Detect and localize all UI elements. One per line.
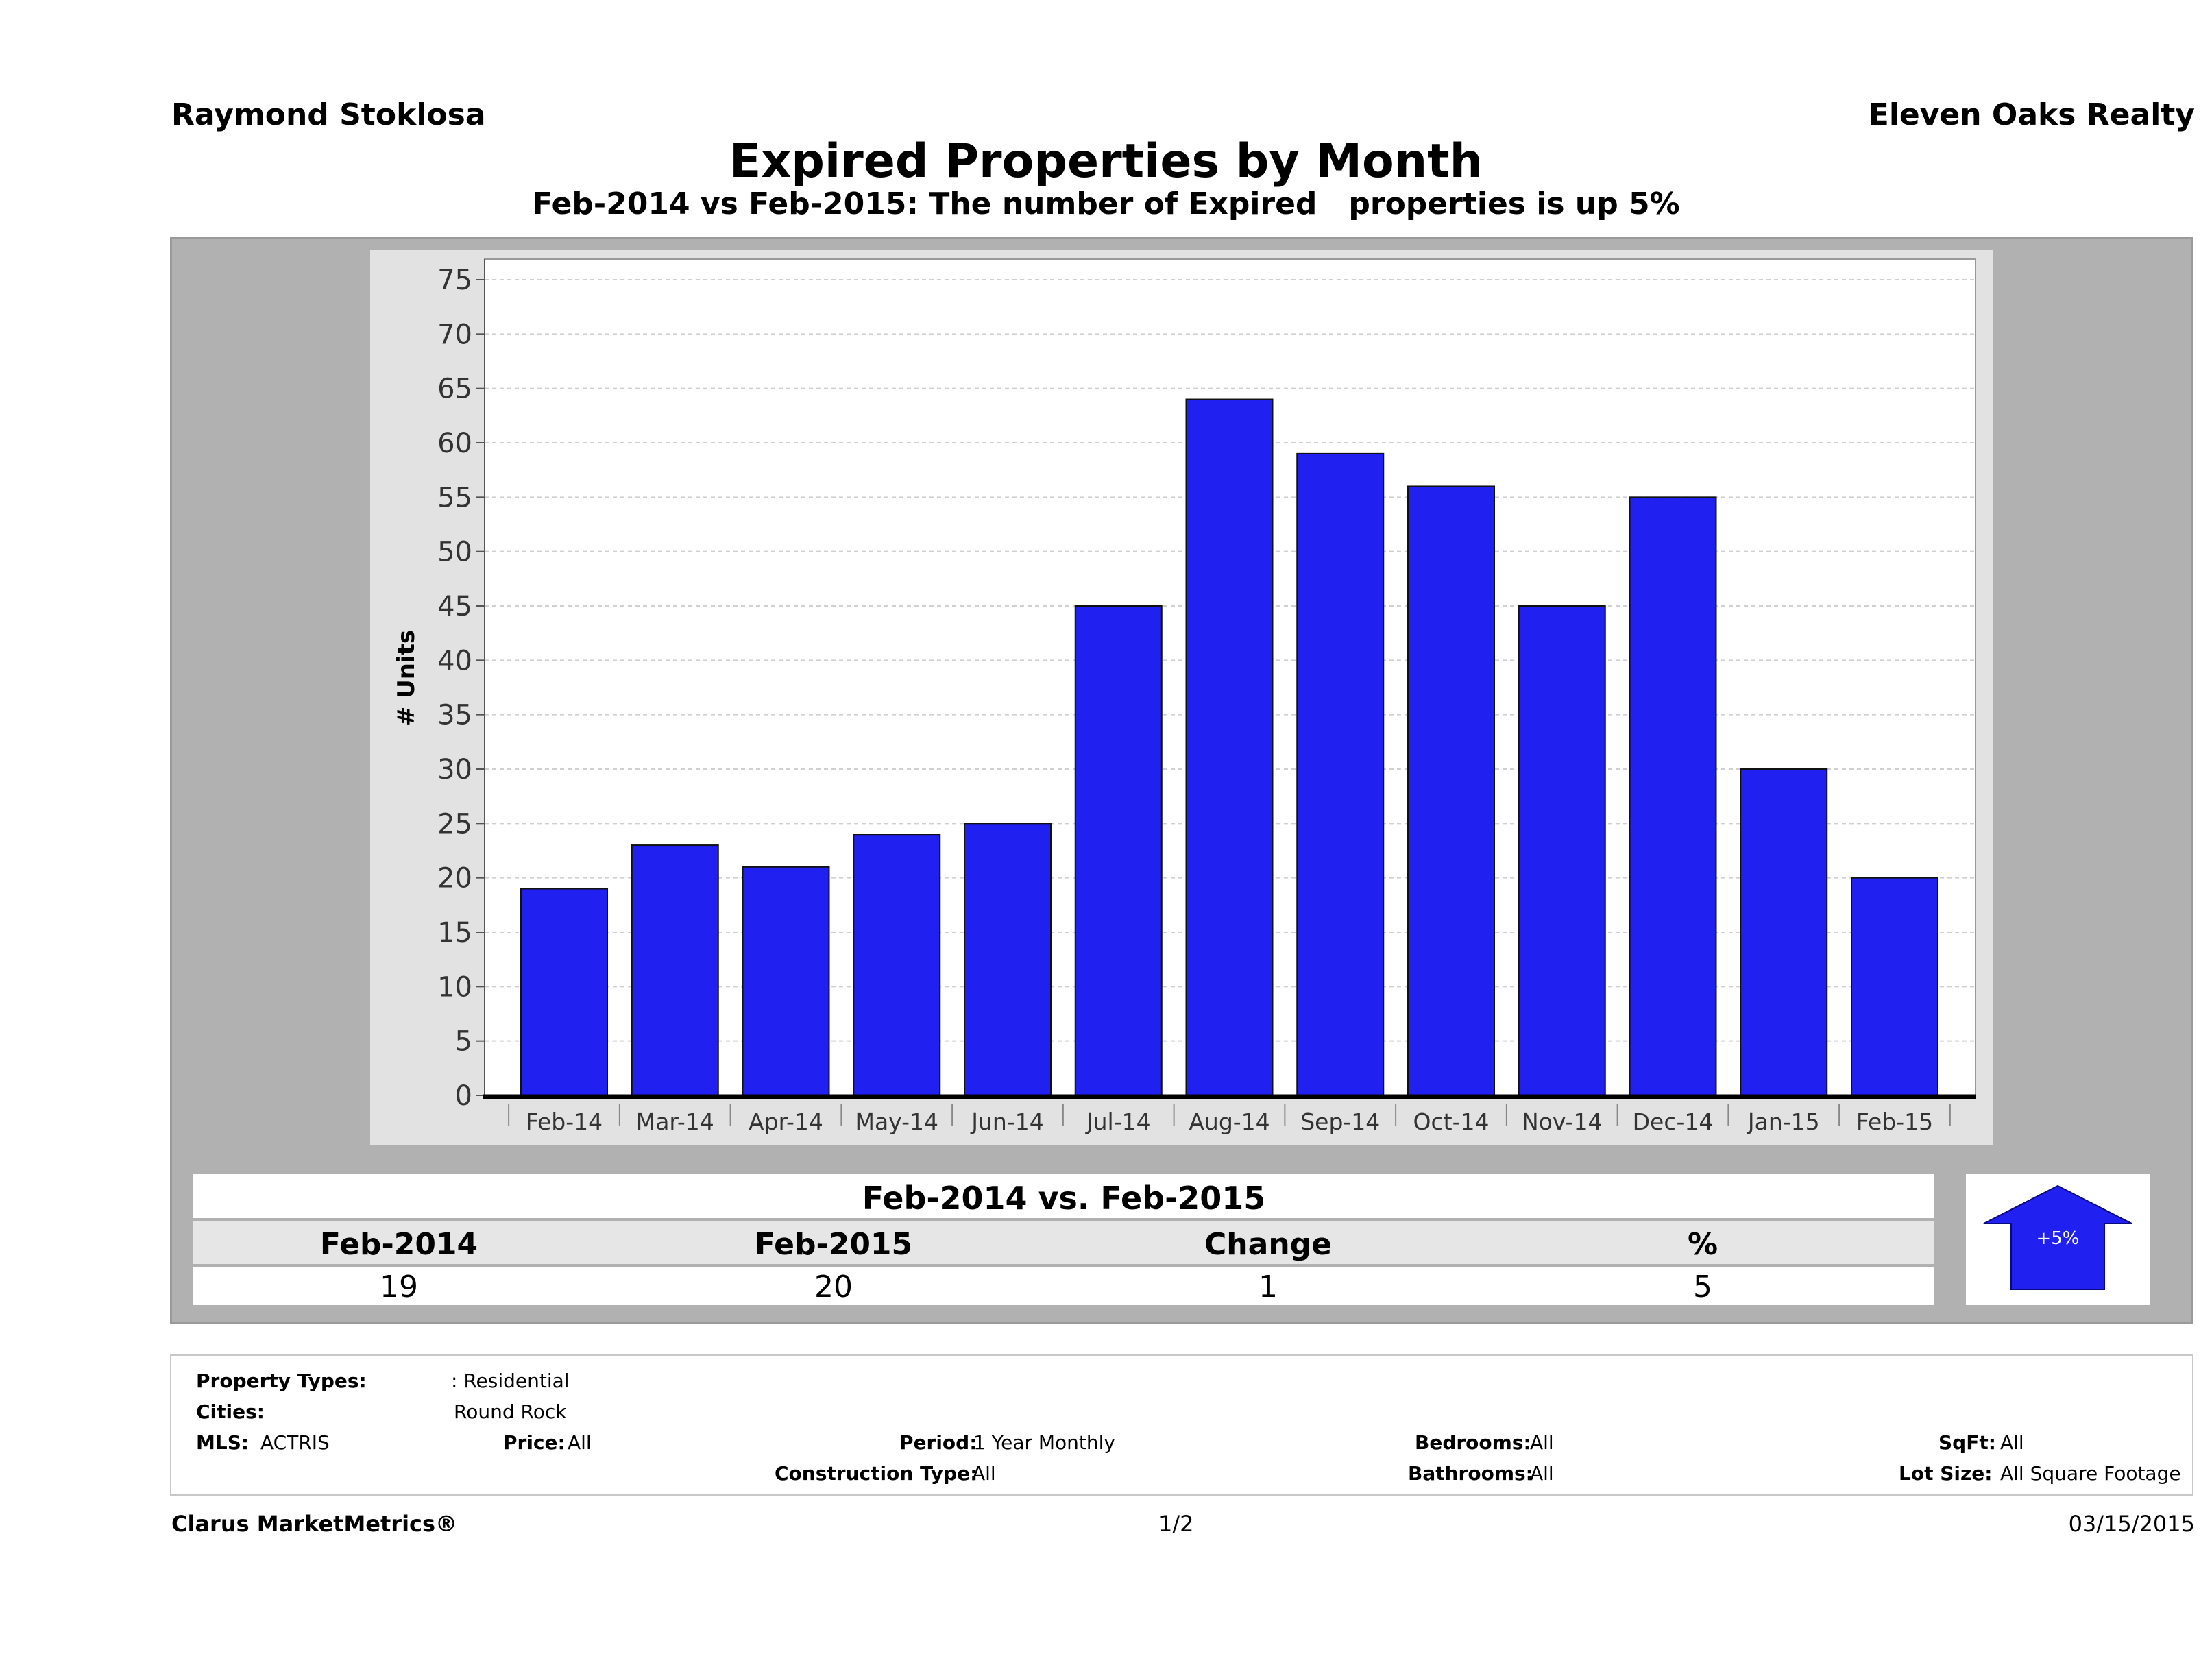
comparison-title: Feb-2014 vs. Feb-2015 bbox=[862, 1180, 1266, 1217]
bar bbox=[1851, 877, 1938, 1097]
up-arrow-icon bbox=[1983, 1184, 2132, 1290]
x-tick-label: Jan-15 bbox=[1747, 1108, 1820, 1135]
y-tick-label: 60 bbox=[437, 428, 472, 459]
x-tick-label: Oct-14 bbox=[1413, 1108, 1490, 1135]
comparison-header-percent: % bbox=[1687, 1227, 1718, 1262]
comparison-value-percent: 5 bbox=[1693, 1269, 1712, 1304]
comparison-value-change: 1 bbox=[1259, 1269, 1278, 1304]
y-tick-label: 15 bbox=[437, 917, 472, 949]
bar-chart: 0 5 10 15 20 25 30 35 40 45 50 55 60 65 70 75 Feb-14 Mar… bbox=[393, 258, 1976, 1135]
report-criteria: Property Types: : Residential Cities: Ro… bbox=[170, 1354, 2193, 1496]
y-tick-label: 45 bbox=[437, 591, 472, 622]
period-label: Period: bbox=[899, 1431, 977, 1454]
x-tick-label: Mar-14 bbox=[636, 1108, 714, 1135]
axes bbox=[476, 259, 1976, 1126]
price-value: All bbox=[568, 1431, 592, 1454]
comparison-value-row: 19 20 1 5 bbox=[193, 1267, 1934, 1305]
chart-title: Expired Properties by Month bbox=[729, 134, 1483, 189]
bar bbox=[520, 888, 608, 1096]
cities-value: Round Rock bbox=[454, 1400, 567, 1423]
x-tick-label: Aug-14 bbox=[1189, 1108, 1269, 1135]
price-label: Price: bbox=[503, 1431, 566, 1454]
mls-label: MLS: bbox=[196, 1431, 250, 1454]
comparison-title-row: Feb-2014 vs. Feb-2015 bbox=[193, 1174, 1934, 1218]
x-tick-label: Apr-14 bbox=[749, 1108, 823, 1135]
y-tick-label: 55 bbox=[437, 482, 472, 513]
bars bbox=[520, 398, 1938, 1097]
comparison-header-change: Change bbox=[1204, 1227, 1332, 1262]
x-tick-label: Feb-14 bbox=[526, 1108, 603, 1135]
footer-date: 03/15/2015 bbox=[2068, 1511, 2195, 1537]
x-tick-label: Feb-15 bbox=[1856, 1108, 1933, 1135]
chart-subtitle: Feb-2014 vs Feb-2015: The number of Expi… bbox=[532, 186, 1680, 221]
bathrooms-label: Bathrooms: bbox=[1408, 1462, 1533, 1485]
comparison-value-prev: 19 bbox=[380, 1269, 418, 1304]
sqft-value: All bbox=[2000, 1431, 2024, 1454]
bar bbox=[1629, 496, 1717, 1097]
x-tick-label: Dec-14 bbox=[1633, 1108, 1714, 1135]
agent-name: Raymond Stoklosa bbox=[171, 97, 486, 132]
construction-type-label: Construction Type: bbox=[775, 1462, 978, 1485]
bar bbox=[964, 823, 1052, 1096]
x-tick-label: Jun-14 bbox=[970, 1108, 1043, 1135]
company-name: Eleven Oaks Realty bbox=[1868, 97, 2195, 132]
trend-percent-label: +5% bbox=[2036, 1228, 2079, 1249]
y-tick-label: 35 bbox=[437, 700, 472, 731]
y-tick-label: 30 bbox=[437, 754, 472, 786]
lot-size-label: Lot Size: bbox=[1899, 1462, 1993, 1485]
y-tick-label: 25 bbox=[437, 808, 472, 840]
mls-value: ACTRIS bbox=[260, 1431, 330, 1454]
construction-type-value: All bbox=[972, 1462, 996, 1485]
x-tick-label: Nov-14 bbox=[1522, 1108, 1602, 1135]
y-tick-label: 65 bbox=[437, 374, 472, 405]
property-types-label: Property Types: bbox=[196, 1370, 367, 1392]
sqft-label: SqFt: bbox=[1938, 1431, 1996, 1454]
bathrooms-value: All bbox=[1530, 1462, 1554, 1485]
lot-size-value: All Square Footage bbox=[2000, 1462, 2181, 1485]
y-tick-label: 5 bbox=[455, 1026, 472, 1058]
bar bbox=[853, 834, 941, 1096]
bedrooms-value: All bbox=[1530, 1431, 1554, 1454]
y-axis-label: # Units bbox=[393, 630, 420, 726]
x-tick-label: Jul-14 bbox=[1085, 1108, 1151, 1135]
comparison-header-row: Feb-2014 Feb-2015 Change % bbox=[193, 1221, 1934, 1264]
bar bbox=[1296, 452, 1385, 1097]
comparison-header-curr: Feb-2015 bbox=[754, 1227, 913, 1262]
bar bbox=[1740, 768, 1828, 1096]
bar bbox=[1518, 605, 1606, 1096]
bar bbox=[1185, 398, 1274, 1097]
bar bbox=[631, 844, 719, 1096]
comparison-value-curr: 20 bbox=[814, 1269, 853, 1304]
bar bbox=[742, 866, 830, 1096]
period-value: 1 Year Monthly bbox=[973, 1431, 1116, 1454]
y-tick-labels: 0 5 10 15 20 25 30 35 40 45 50 55 60 65 70 75 bbox=[437, 265, 472, 1112]
y-tick-label: 50 bbox=[437, 537, 472, 568]
property-types-value: : Residential bbox=[451, 1370, 570, 1392]
x-tick-labels: Feb-14 Mar-14 Apr-14 May-14 Jun-14 Jul-14 Aug-… bbox=[526, 1108, 1933, 1135]
bar bbox=[1407, 485, 1495, 1096]
cities-label: Cities: bbox=[196, 1400, 265, 1423]
x-tick-label: May-14 bbox=[855, 1108, 938, 1135]
bedrooms-label: Bedrooms: bbox=[1415, 1431, 1531, 1454]
comparison-header-prev: Feb-2014 bbox=[319, 1227, 478, 1262]
y-tick-label: 20 bbox=[437, 863, 472, 895]
y-tick-label: 70 bbox=[437, 319, 472, 350]
trend-indicator: +5% bbox=[1966, 1174, 2150, 1305]
bar bbox=[1074, 605, 1163, 1096]
y-tick-label: 40 bbox=[437, 645, 472, 677]
footer-brand: Clarus MarketMetrics® bbox=[171, 1511, 458, 1537]
footer-page-number: 1/2 bbox=[1158, 1511, 1194, 1537]
x-tick-label: Sep-14 bbox=[1300, 1108, 1380, 1135]
y-tick-label: 0 bbox=[455, 1080, 472, 1112]
y-tick-label: 10 bbox=[437, 971, 472, 1003]
y-tick-label: 75 bbox=[437, 265, 472, 296]
